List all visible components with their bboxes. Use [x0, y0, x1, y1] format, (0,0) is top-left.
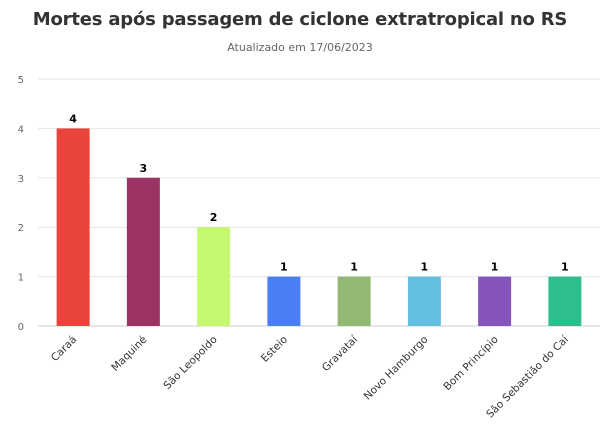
y-tick-label: 3: [18, 174, 24, 185]
data-label: 1: [561, 261, 569, 274]
x-tick-label: Esteio: [259, 334, 290, 365]
data-label: 2: [210, 211, 218, 224]
bar: [126, 177, 160, 326]
bar: [267, 276, 301, 326]
data-label: 1: [280, 261, 288, 274]
bar: [407, 276, 441, 326]
chart-title: Mortes após passagem de ciclone extratro…: [32, 9, 568, 30]
data-label: 1: [421, 261, 429, 274]
y-tick-label: 4: [18, 124, 24, 135]
chart-subtitle: Atualizado em 17/06/2023: [227, 41, 373, 54]
x-tick-label: Gravataí: [320, 333, 361, 374]
bar: [548, 276, 582, 326]
bar: [197, 227, 231, 326]
y-tick-label: 1: [18, 273, 24, 284]
data-label: 3: [140, 162, 148, 175]
data-label: 1: [350, 261, 358, 274]
x-tick-label: Bom Princípio: [441, 334, 500, 393]
x-tick-label: São Leopoldo: [161, 334, 219, 392]
bar: [337, 276, 371, 326]
y-tick-label: 5: [18, 75, 24, 86]
x-tick-label: Novo Hamburgo: [362, 334, 431, 403]
y-tick-label: 0: [18, 322, 24, 333]
bar: [478, 276, 512, 326]
data-label: 4: [69, 112, 77, 125]
bar: [56, 128, 90, 326]
y-tick-label: 2: [18, 223, 24, 234]
x-tick-label: Caraá: [49, 334, 79, 364]
data-label: 1: [491, 261, 499, 274]
x-tick-label: São Sebastião do Caí: [484, 333, 572, 421]
x-tick-label: Maquiné: [109, 334, 149, 374]
